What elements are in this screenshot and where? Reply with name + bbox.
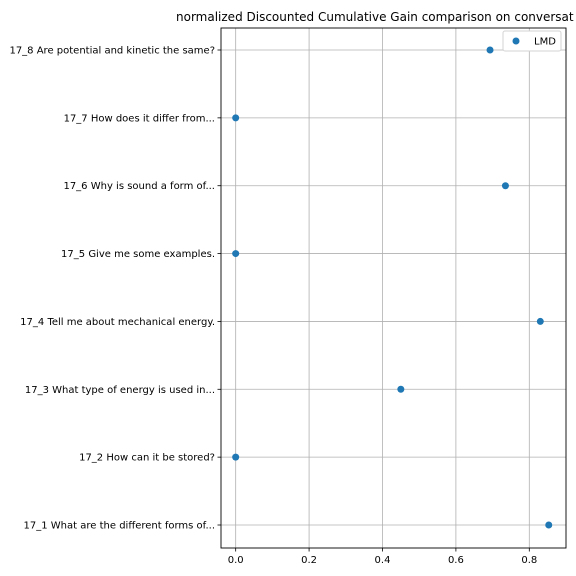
y-tick-label: 17_6 Why is sound a form of...: [63, 181, 215, 192]
y-tick-label: 17_8 Are potential and kinetic the same?: [9, 46, 215, 57]
legend-marker-lmd: [512, 37, 520, 45]
data-point-lmd: [545, 521, 553, 529]
legend-label-lmd: LMD: [534, 37, 556, 48]
legend: LMD: [502, 30, 562, 52]
axis-ticks: 0.0 0.2 0.4 0.6 0.8 17_1 What are the differe…: [9, 46, 537, 567]
y-tick-label: 17_1 What are the different forms of...: [24, 521, 215, 532]
x-tick-label: 0.2: [301, 555, 317, 566]
y-tick-label: 17_4 Tell me about mechanical energy.: [20, 317, 215, 328]
data-point-lmd: [397, 385, 405, 393]
data-point-lmd: [232, 114, 240, 122]
plot-area-frame: [220, 27, 567, 549]
data-points: [232, 46, 553, 529]
legend-box: [502, 30, 562, 52]
x-tick-label: 0.4: [375, 555, 391, 566]
x-tick-label: 0.6: [448, 555, 464, 566]
data-point-lmd: [232, 250, 240, 258]
data-point-lmd: [536, 317, 544, 325]
data-point-lmd: [232, 453, 240, 461]
y-tick-label: 17_2 How can it be stored?: [79, 453, 215, 464]
chart-title: normalized Discounted Cumulative Gain co…: [176, 10, 574, 24]
y-tick-label: 17_5 Give me some examples.: [61, 249, 215, 260]
y-tick-label: 17_3 What type of energy is used in...: [25, 385, 215, 396]
data-point-lmd: [486, 46, 494, 54]
x-tick-label: 0.0: [228, 555, 244, 566]
x-tick-label: 0.8: [521, 555, 537, 566]
y-tick-label: 17_7 How does it differ from...: [64, 113, 215, 124]
data-point-lmd: [501, 182, 509, 190]
